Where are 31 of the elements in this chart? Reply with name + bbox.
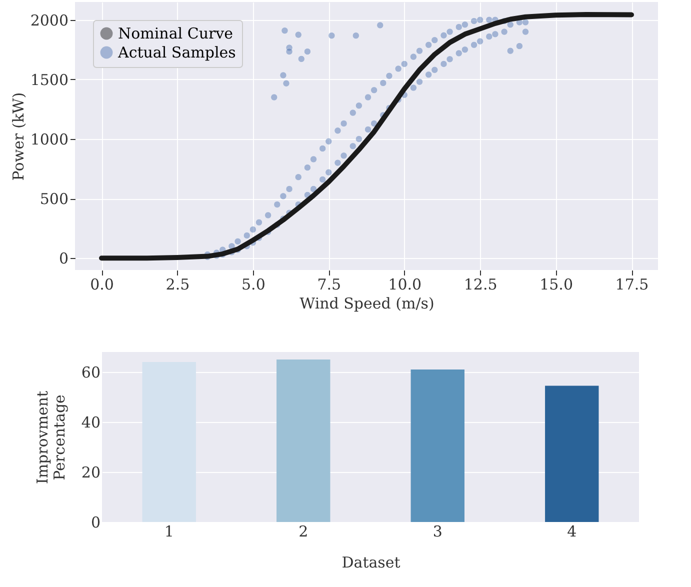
y-tick-label: 2000 (30, 11, 68, 30)
x-tick-label: 0.0 (90, 276, 114, 294)
y-axis-title: Power (kW) (9, 92, 28, 181)
x-tick-label: 2.5 (166, 276, 190, 294)
y-tick-label: 20 (81, 464, 100, 482)
x-tick-label: 3 (432, 522, 442, 540)
legend-label: Nominal Curve (118, 24, 234, 42)
bar (276, 360, 330, 522)
x-axis-title: Wind Speed (m/s) (300, 294, 434, 312)
bar (142, 362, 196, 522)
bar (410, 370, 464, 522)
y-axis-title: Improvment Percentage (33, 390, 68, 484)
x-tick-label: 17.5 (615, 276, 649, 294)
y-tick-label: 40 (81, 414, 100, 432)
bar (545, 386, 599, 522)
x-axis-title: Dataset (342, 554, 400, 572)
y-tick-label: 1500 (30, 70, 68, 89)
y-tick-label: 60 (81, 364, 100, 382)
y-tick-label: 1000 (30, 130, 68, 148)
x-tick-label: 7.5 (317, 276, 342, 294)
x-tick-label: 5.0 (242, 276, 266, 294)
x-tick-label: 2 (298, 522, 308, 540)
x-tick-label: 4 (567, 522, 577, 540)
legend-label: Actual Samples (117, 44, 236, 62)
y-tick-label: 0 (58, 250, 68, 268)
x-tick-label: 12.5 (464, 276, 498, 294)
y-tick-label: 500 (40, 190, 68, 208)
x-tick-label: 15.0 (540, 276, 573, 294)
x-tick-label: 1 (164, 522, 174, 540)
x-tick-label: 10.0 (388, 276, 422, 294)
y-tick-label: 0 (90, 514, 100, 532)
